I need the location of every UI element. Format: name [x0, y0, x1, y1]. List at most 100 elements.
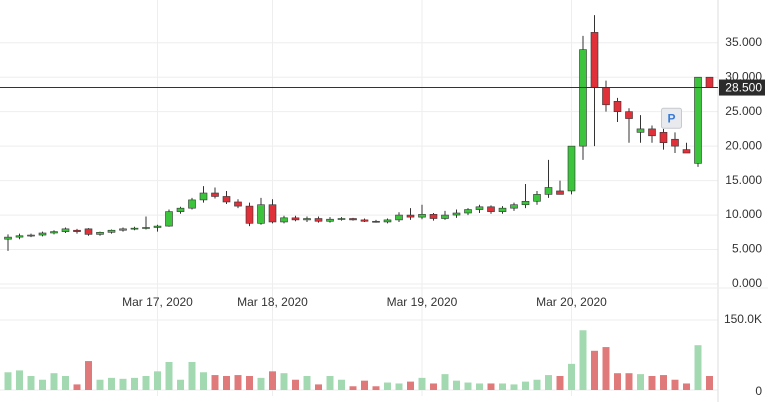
- candle-body: [211, 192, 219, 197]
- candle-body: [280, 217, 288, 223]
- candle-body: [84, 228, 93, 235]
- volume-bar: [50, 373, 58, 390]
- candle-body: [234, 201, 242, 207]
- volume-bar: [533, 379, 541, 390]
- candle-body: [498, 207, 507, 212]
- volume-bar: [257, 377, 265, 390]
- volume-bar: [648, 376, 656, 390]
- candle-body: [452, 212, 461, 216]
- volume-bar: [131, 377, 138, 390]
- volume-bar: [464, 382, 472, 390]
- candle-body: [245, 205, 254, 224]
- volume-bar: [568, 363, 575, 390]
- volume-bar: [372, 386, 380, 390]
- volume-bar: [418, 377, 426, 390]
- volume-bar: [579, 330, 587, 390]
- last-price-label: 28.500: [725, 81, 762, 95]
- volume-bar: [407, 381, 414, 390]
- last-price-tag: [719, 79, 765, 96]
- volume-bar: [223, 376, 230, 390]
- candle-body: [567, 145, 576, 192]
- volume-bar: [269, 371, 276, 390]
- volume-bar: [326, 376, 334, 390]
- y-tick-label: 20.000: [725, 138, 762, 152]
- y-tick-label: 25.000: [725, 104, 762, 118]
- candle-body: [395, 214, 403, 221]
- volume-bar: [338, 379, 345, 390]
- candle-body: [659, 132, 668, 143]
- candle-body: [602, 87, 610, 106]
- volume-bar: [683, 383, 690, 390]
- volume-bar: [188, 362, 196, 390]
- candle-body: [199, 192, 208, 201]
- volume-bar: [292, 379, 299, 390]
- volume-bar: [522, 381, 529, 390]
- volume-bar: [62, 376, 69, 390]
- candle-body: [4, 236, 12, 240]
- candle-body: [153, 225, 162, 228]
- candle-body: [487, 206, 495, 212]
- volume-bar: [556, 376, 564, 390]
- volume-bar: [154, 371, 161, 390]
- candle-body: [142, 227, 150, 229]
- volume-bar: [315, 384, 322, 390]
- volume-bar: [73, 384, 81, 390]
- y-tick-label: 15.000: [725, 173, 762, 187]
- volume-bar: [694, 345, 702, 390]
- candle-body: [510, 204, 518, 209]
- candle-body: [61, 228, 70, 232]
- candle-body: [222, 196, 231, 203]
- volume-bar: [200, 372, 207, 390]
- volume-bar: [303, 376, 311, 390]
- candle-body: [303, 218, 311, 221]
- volume-bar: [108, 377, 115, 390]
- candle-body: [406, 214, 415, 218]
- event-marker: [661, 107, 682, 129]
- candle-body: [349, 218, 357, 221]
- volume-bar: [361, 380, 368, 390]
- y-tick-label: 5.000: [732, 242, 762, 256]
- candle-body: [418, 214, 426, 218]
- volume-bar: [85, 361, 92, 390]
- candle-body: [464, 209, 472, 214]
- volume-bar: [349, 386, 357, 390]
- candle-body: [694, 76, 702, 164]
- candle-body: [590, 32, 599, 88]
- candle-body: [326, 218, 334, 222]
- volume-tick-label: 150.0K: [724, 312, 762, 326]
- volume-bar: [119, 378, 127, 390]
- candle-body: [579, 49, 587, 147]
- candle-body: [314, 218, 323, 222]
- x-tick-label: Mar 19, 2020: [387, 295, 458, 309]
- candle-body: [73, 229, 81, 232]
- volume-bar: [671, 379, 679, 390]
- y-tick-label: 35.000: [725, 35, 762, 49]
- volume-bar: [545, 375, 552, 390]
- candle-body: [636, 128, 645, 133]
- x-tick-label: Mar 18, 2020: [237, 295, 308, 309]
- volume-bar: [476, 383, 483, 390]
- candle-body: [188, 199, 196, 209]
- volume-bar: [614, 373, 621, 390]
- volume-bar: [602, 347, 610, 390]
- event-marker-label: P: [667, 111, 675, 125]
- volume-bar: [395, 383, 403, 390]
- candle-body: [257, 204, 265, 224]
- volume-bar: [27, 376, 35, 390]
- candle-body: [337, 218, 346, 220]
- volume-bar: [499, 383, 506, 390]
- candle-body: [176, 207, 185, 212]
- candle-body: [268, 204, 277, 223]
- volume-bar: [39, 379, 46, 390]
- candle-body: [50, 231, 58, 234]
- candle-body: [705, 76, 714, 88]
- x-tick-label: Mar 20, 2020: [536, 295, 607, 309]
- candle-body: [521, 200, 530, 206]
- candle-body: [130, 227, 139, 230]
- candle-body: [27, 234, 35, 237]
- candle-body: [165, 211, 173, 227]
- candle-body: [625, 111, 633, 119]
- candle-body: [441, 214, 449, 219]
- volume-bar: [430, 383, 437, 390]
